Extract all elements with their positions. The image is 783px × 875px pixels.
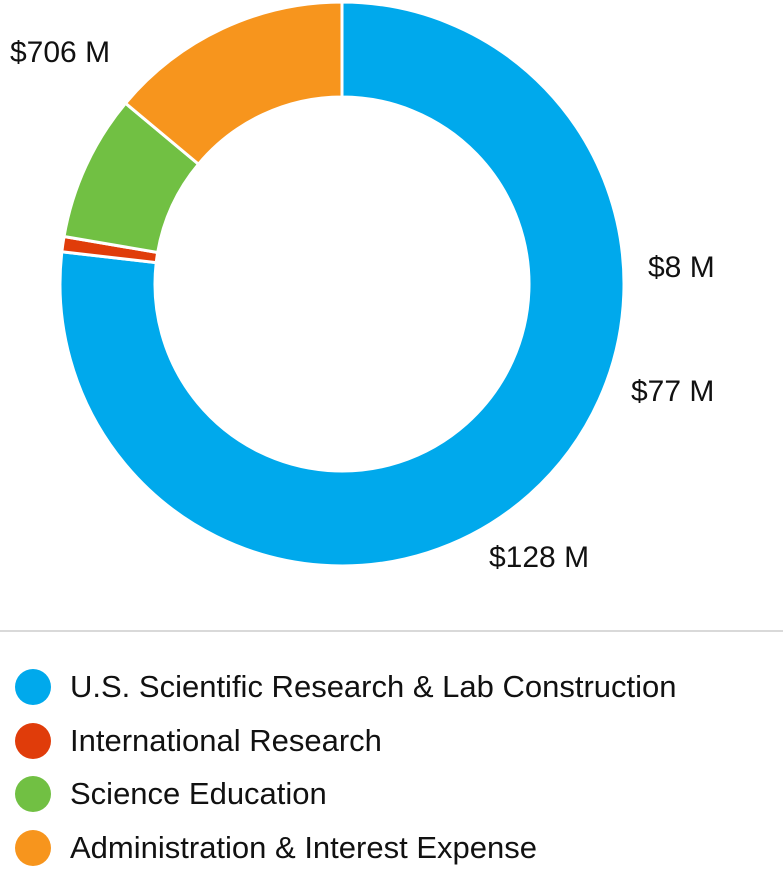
legend-item-us-research: U.S. Scientific Research & Lab Construct… xyxy=(0,660,783,714)
data-label-science-education: $77 M xyxy=(631,375,714,408)
legend-swatch-international-research xyxy=(15,722,51,759)
donut-chart: $706 M $8 M $77 M $128 M xyxy=(10,0,715,574)
slice-administration xyxy=(123,0,344,167)
slice-group xyxy=(58,0,626,568)
data-label-international-research: $8 M xyxy=(648,251,715,284)
legend-divider xyxy=(0,630,783,632)
legend-swatch-us-research xyxy=(15,668,51,705)
legend-item-administration: Administration & Interest Expense xyxy=(0,821,783,875)
legend-label: Administration & Interest Expense xyxy=(70,829,537,865)
legend-label: International Research xyxy=(70,722,382,758)
slice-us-research xyxy=(58,0,626,568)
legend-item-international-research: International Research xyxy=(0,714,783,768)
data-label-group: $706 M $8 M $77 M $128 M xyxy=(10,36,715,574)
legend-item-science-education: Science Education xyxy=(0,767,783,821)
legend-swatch-administration xyxy=(15,829,51,866)
legend-label: Science Education xyxy=(70,776,327,812)
data-label-administration: $128 M xyxy=(489,541,589,574)
legend-swatch-science-education xyxy=(15,776,51,813)
data-label-us-research: $706 M xyxy=(10,36,110,69)
legend-label: U.S. Scientific Research & Lab Construct… xyxy=(70,668,677,704)
legend: U.S. Scientific Research & Lab Construct… xyxy=(0,660,783,875)
